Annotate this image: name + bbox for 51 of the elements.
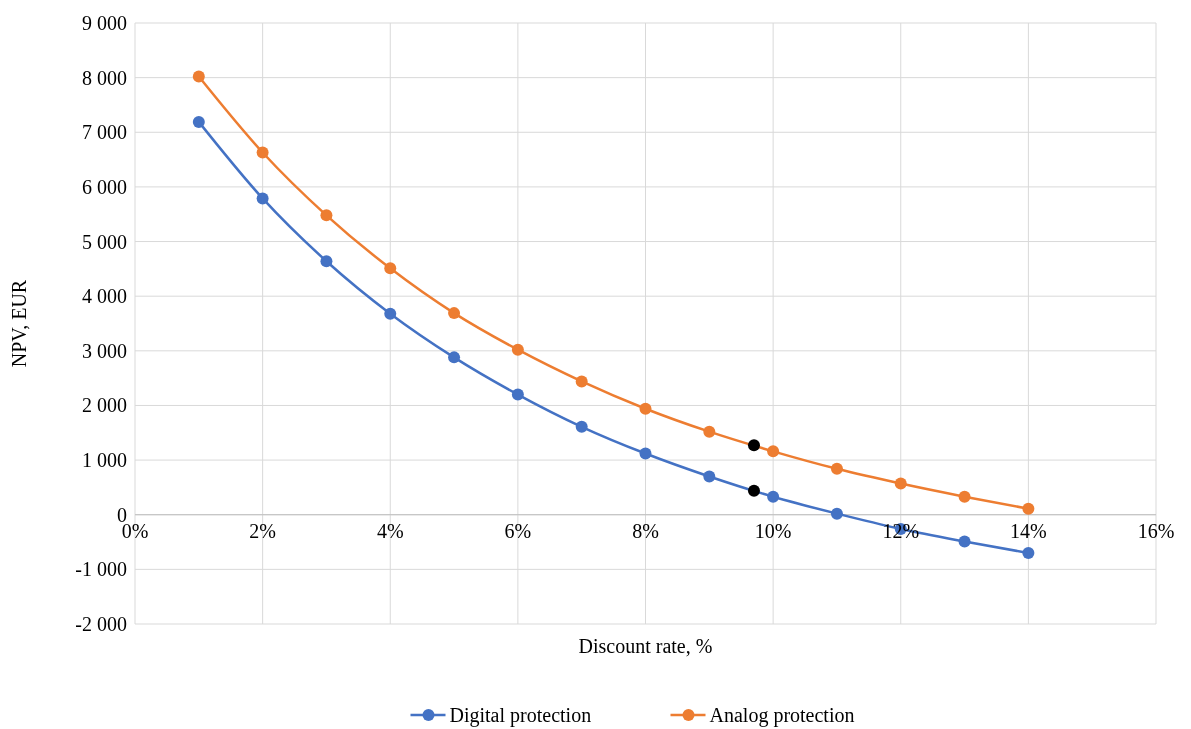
point [384,307,397,320]
point [511,388,524,401]
point [703,425,716,438]
point [894,477,907,490]
legend-label: Analog protection [709,704,855,727]
point [256,146,269,159]
y-tick-label: 4 000 [82,285,127,308]
point [320,209,333,222]
point [575,420,588,433]
point [767,490,780,503]
y-tick-label: 9 000 [82,12,127,34]
point [192,115,205,128]
x-tick-label: 14% [1010,519,1047,542]
point [747,484,760,497]
point [747,439,760,452]
y-tick-label: 3 000 [82,339,127,362]
x-tick-label: 10% [754,519,792,542]
y-tick-label: -2 000 [75,613,127,635]
point [767,445,780,458]
x-tick-label: 4% [376,519,404,542]
y-axis-title: NPV, EUR [8,279,30,368]
y-tick-label: 6 000 [82,175,127,198]
x-tick-label: 6% [504,519,532,542]
point [830,462,843,475]
y-tick-label: 2 000 [82,394,127,417]
point [511,343,524,356]
y-tick-label: 1 000 [82,449,127,472]
point [1022,502,1035,515]
point [639,447,652,460]
point [192,70,205,83]
point [384,262,397,275]
point [958,490,971,503]
legend-label: Digital protection [449,704,592,727]
point [320,255,333,268]
point [448,307,461,320]
point [703,470,716,483]
y-tick-label: 7 000 [82,121,127,144]
point [830,507,843,520]
y-tick-label: 5 000 [82,230,127,253]
x-axis-title: Discount rate, % [578,635,713,657]
x-tick-label: 2% [249,519,276,542]
point [256,192,269,205]
x-tick-label: 8% [632,519,659,542]
y-tick-label: 8 000 [82,66,127,89]
point [448,351,461,364]
point [1022,546,1035,559]
point [639,402,652,415]
y-tick-label: -1 000 [75,558,127,581]
point [575,375,588,388]
point [958,535,971,548]
x-tick-label: 16% [1137,519,1175,542]
